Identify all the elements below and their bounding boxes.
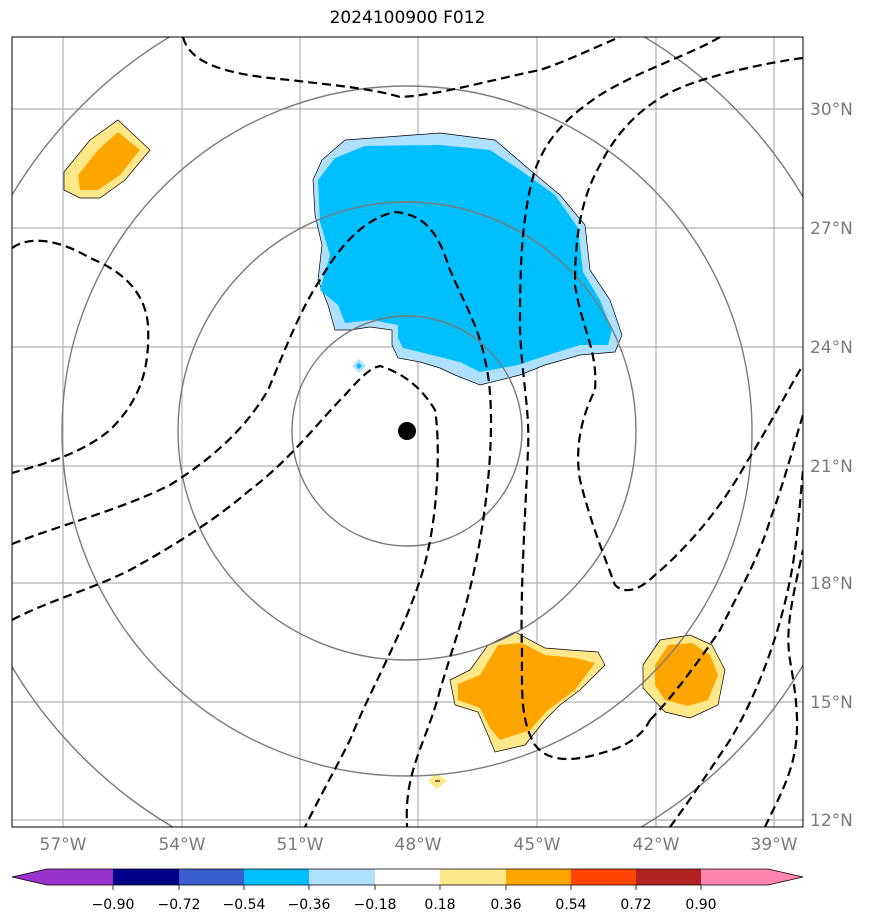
colorbar-tick-label: 0.36	[490, 897, 521, 913]
colorbar-seg-1	[113, 869, 179, 885]
storm-center-marker	[398, 422, 416, 440]
colorbar-seg-3	[244, 869, 309, 885]
lon-label: 54°W	[159, 835, 206, 855]
colorbar-seg-5	[375, 869, 440, 885]
negative-shading	[312, 132, 623, 386]
colorbar-seg-4	[309, 869, 375, 885]
colorbar-seg-0	[12, 869, 113, 885]
colorbar-seg-6	[440, 869, 506, 885]
colorbar-tick-label: 0.18	[424, 897, 455, 913]
colorbar-seg-7	[506, 869, 571, 885]
colorbar-tick-label: −0.54	[223, 897, 266, 913]
colorbar-tick-label: −0.72	[158, 897, 201, 913]
range-rings	[12, 37, 803, 827]
lat-label: 12°N	[810, 811, 853, 831]
lat-label: 21°N	[810, 457, 853, 477]
colorbar-seg-10	[701, 869, 803, 885]
colorbar-tick-label: 0.72	[620, 897, 651, 913]
map-frame	[11, 36, 804, 828]
lon-label: 39°W	[751, 835, 798, 855]
dashed-contours	[12, 37, 803, 827]
lat-label: 18°N	[810, 574, 853, 594]
lat-label: 27°N	[810, 219, 853, 239]
colorbar-tick-label: −0.36	[288, 897, 331, 913]
map-title: 2024100900 F012	[329, 8, 486, 28]
lat-label: 30°N	[810, 100, 853, 120]
lon-label: 48°W	[395, 835, 442, 855]
colorbar-seg-8	[571, 869, 636, 885]
colorbar-tick-label: −0.18	[354, 897, 397, 913]
colorbar-tick-label: 0.54	[555, 897, 586, 913]
longitude-labels: 57°W 54°W 51°W 48°W 45°W 42°W 39°W	[40, 835, 798, 855]
lon-label: 57°W	[40, 835, 87, 855]
positive-shading	[63, 119, 726, 789]
lat-label: 15°N	[810, 693, 853, 713]
latitude-labels: 30°N 27°N 24°N 21°N 18°N 15°N 12°N	[810, 100, 853, 831]
colorbar-tick-label: −0.90	[92, 897, 135, 913]
colorbar-seg-2	[179, 869, 244, 885]
colorbar-outline	[11, 868, 804, 886]
colorbar-seg-9	[636, 869, 701, 885]
colorbar-tick-label: 0.90	[685, 897, 716, 913]
lon-label: 42°W	[633, 835, 680, 855]
lon-label: 51°W	[277, 835, 324, 855]
colorbar: −0.90 −0.72 −0.54 −0.36 −0.18 0.18 0.36 …	[11, 868, 804, 913]
lon-label: 45°W	[514, 835, 561, 855]
lat-label: 24°N	[810, 338, 853, 358]
